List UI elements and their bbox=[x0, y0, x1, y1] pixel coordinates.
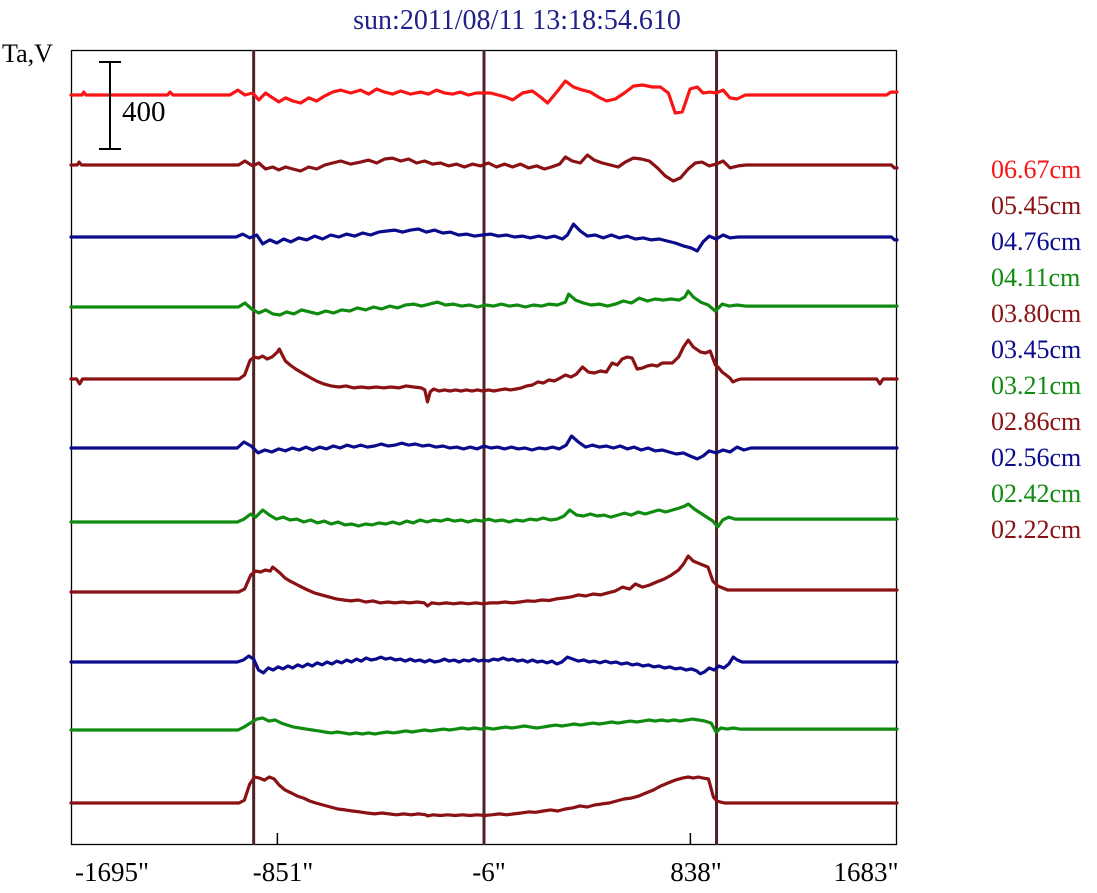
legend-item-0667cm: 06.67cm bbox=[991, 155, 1082, 184]
legend-item-0242cm: 02.42cm bbox=[991, 479, 1082, 508]
legend-item-0411cm: 04.11cm bbox=[991, 263, 1081, 292]
x-tick-label: 838" bbox=[670, 857, 722, 887]
legend-item-0321cm: 03.21cm bbox=[991, 371, 1082, 400]
x-tick-label: 1683" bbox=[833, 857, 899, 887]
wavelength-legend: 06.67cm 05.45cm 04.76cm 04.11cm 03.80cm 03.45… bbox=[991, 152, 1081, 548]
x-tick-label: -1695" bbox=[74, 857, 150, 887]
trace-0411cm bbox=[69, 289, 899, 317]
trace-0222cm bbox=[69, 775, 899, 818]
trace-0667cm bbox=[69, 79, 899, 115]
scale-bar-label: 400 bbox=[122, 96, 166, 128]
trace-0380cm bbox=[69, 338, 899, 404]
legend-item-0256cm: 02.56cm bbox=[991, 443, 1082, 472]
legend-item-0286cm: 02.86cm bbox=[991, 407, 1082, 436]
legend-item-0222cm: 02.22cm bbox=[991, 515, 1082, 544]
trace-0545cm bbox=[69, 153, 899, 183]
trace-0256cm bbox=[69, 654, 899, 676]
legend-item-0380cm: 03.80cm bbox=[991, 299, 1082, 328]
chart-title: sun:2011/08/11 13:18:54.610 bbox=[353, 5, 681, 36]
x-tick-label: -6" bbox=[472, 857, 506, 887]
trace-0242cm bbox=[69, 716, 899, 736]
legend-item-0345cm: 03.45cm bbox=[991, 335, 1082, 364]
trace-0345cm bbox=[69, 434, 899, 461]
legend-item-0545cm: 05.45cm bbox=[991, 191, 1082, 220]
trace-0476cm bbox=[69, 222, 899, 253]
legend-item-0476cm: 04.76cm bbox=[991, 227, 1082, 256]
y-axis-label: Ta,V bbox=[2, 39, 53, 68]
trace-0286cm bbox=[69, 554, 899, 608]
x-tick-label: -851" bbox=[252, 857, 314, 887]
trace-0321cm bbox=[69, 502, 899, 529]
